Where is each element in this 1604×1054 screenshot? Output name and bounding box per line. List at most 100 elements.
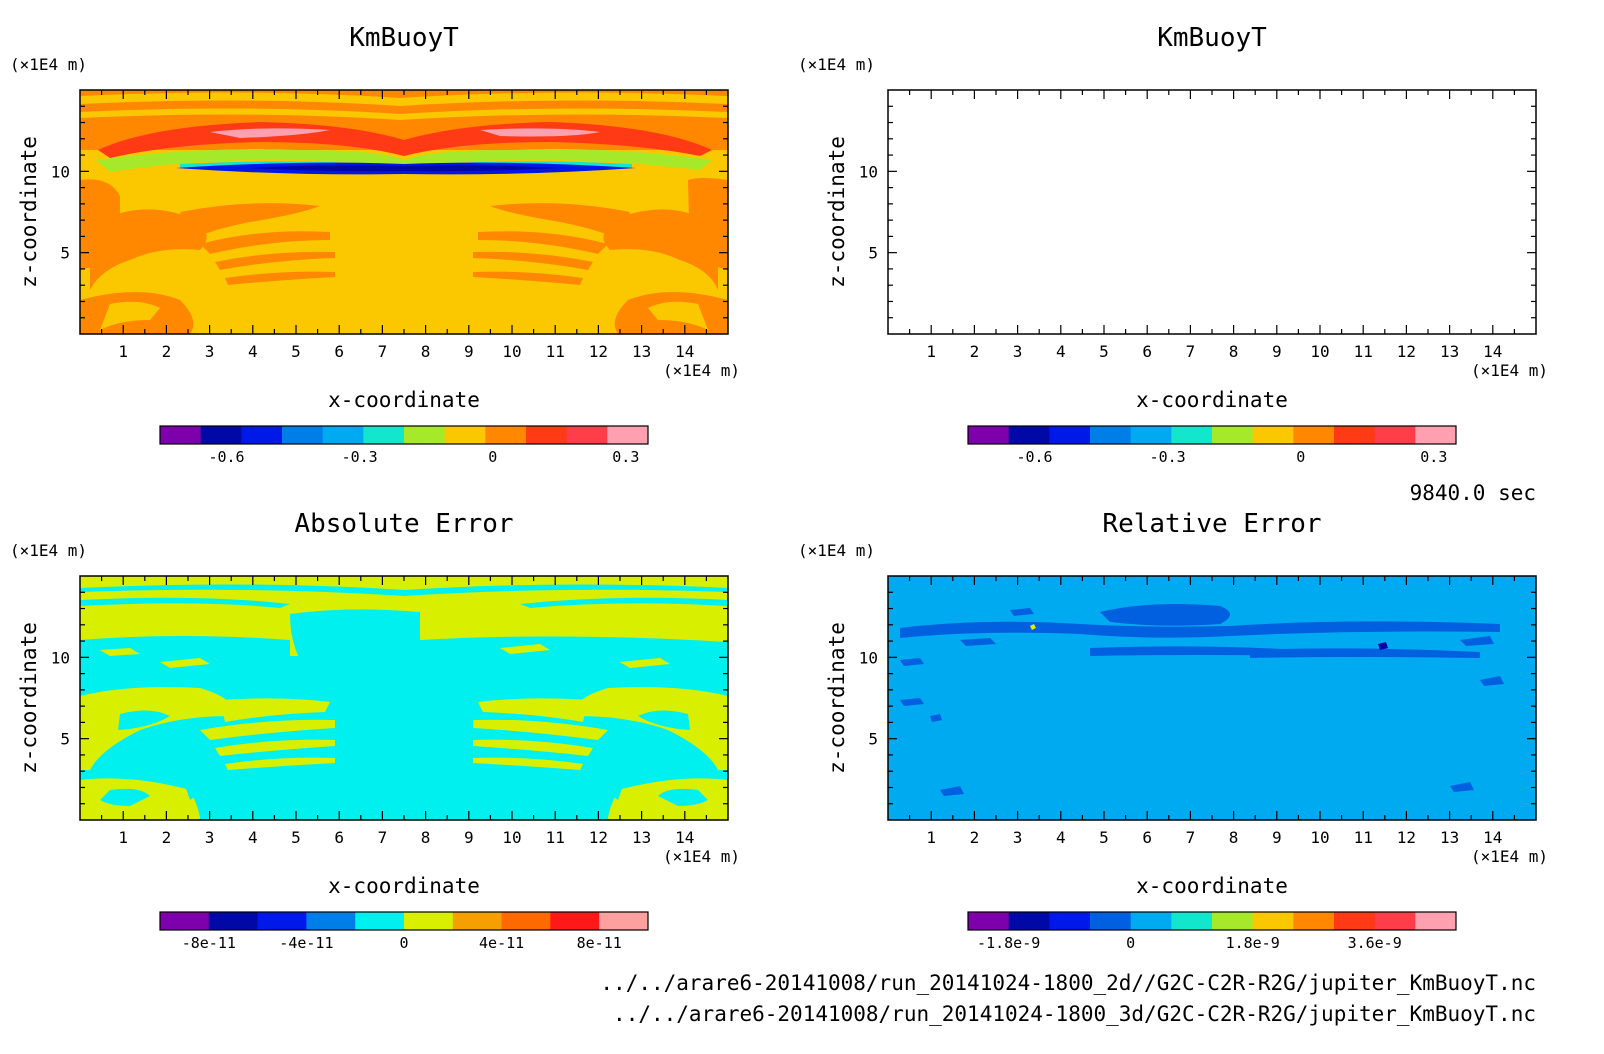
x-tick-label: 12 (1397, 828, 1416, 847)
colorbar-swatch (550, 912, 600, 930)
y-axis-label: z-coordinate (825, 136, 849, 288)
colorbar-swatch (607, 426, 649, 444)
x-tick-label: 13 (1440, 342, 1459, 361)
y-unit-label: (×1E4 m) (798, 55, 875, 74)
colorbar-swatch (306, 912, 356, 930)
colorbar-frame (967, 911, 1457, 931)
panel-kmbuoyt-right: KmBuoyT (×1E4 m) (798, 23, 1548, 466)
x-tick-label: 5 (1099, 828, 1109, 847)
x-tick-label: 13 (1440, 828, 1459, 847)
colorbar-swatch (1334, 426, 1376, 444)
colorbar-swatch (501, 912, 551, 930)
colorbar: -0.6 -0.3 0 0.3 (159, 425, 649, 466)
colorbar-swatch (1130, 426, 1172, 444)
colorbar-tick-label: 0.3 (1420, 448, 1447, 466)
panel-title: Absolute Error (294, 509, 513, 539)
y-tick-label: 10 (859, 162, 878, 181)
x-tick-label: 4 (1056, 828, 1066, 847)
x-tick-label: 9 (464, 342, 474, 361)
panel-absolute-error: Absolute Error (×1E4 m) (10, 509, 740, 952)
x-tick-label: 12 (589, 342, 608, 361)
colorbar-swatch (208, 912, 259, 930)
colorbar-swatch (322, 426, 364, 444)
x-tick-label: 11 (546, 342, 565, 361)
x-tick-label: 5 (1099, 342, 1109, 361)
x-tick-label: 9 (1272, 828, 1282, 847)
x-tick-label: 12 (1397, 342, 1416, 361)
contour-field (888, 90, 1536, 334)
colorbar-swatch (1212, 912, 1254, 930)
x-tick-label: 8 (1229, 828, 1239, 847)
colorbar-swatch (404, 912, 454, 930)
y-unit-label: (×1E4 m) (798, 541, 875, 560)
colorbar-swatch (160, 426, 202, 444)
colorbar: -8e-11 -4e-11 0 4e-11 8e-11 (159, 911, 649, 952)
y-tick-label: 5 (868, 730, 878, 749)
x-tick-label: 3 (205, 342, 215, 361)
colorbar-tick-label: 4e-11 (479, 934, 524, 952)
x-tick-label: 8 (421, 828, 431, 847)
x-tick-label: 10 (1310, 828, 1329, 847)
contour-field (80, 576, 728, 820)
y-tick-label: 5 (60, 244, 70, 263)
colorbar-tick-label: -1.8e-9 (977, 934, 1040, 952)
colorbar-tick-label: -8e-11 (182, 934, 236, 952)
colorbar-tick-label: -0.3 (342, 448, 378, 466)
colorbar-tick-label: 1.8e-9 (1226, 934, 1280, 952)
x-tick-label: 10 (502, 342, 521, 361)
colorbar-swatch (968, 912, 1010, 930)
x-tick-label: 6 (334, 342, 344, 361)
x-unit-label: (×1E4 m) (663, 847, 740, 866)
colorbar-tick-label: -0.6 (208, 448, 244, 466)
x-unit-label: (×1E4 m) (1471, 361, 1548, 380)
colorbar-tick-label: -4e-11 (279, 934, 333, 952)
colorbar-swatch (355, 912, 405, 930)
contour-field (888, 576, 1536, 820)
x-tick-label: 1 (926, 828, 936, 847)
x-tick-label: 1 (926, 342, 936, 361)
colorbar-tick-label: 0 (399, 934, 408, 952)
x-tick-label: 1 (118, 342, 128, 361)
x-tick-label: 13 (632, 828, 651, 847)
x-tick-label: 10 (1310, 342, 1329, 361)
x-tick-label: 3 (1013, 828, 1023, 847)
x-axis-label: x-coordinate (1136, 874, 1288, 898)
colorbar-swatch (1171, 912, 1213, 930)
x-tick-label: 14 (675, 342, 694, 361)
colorbar-swatch (1293, 912, 1335, 930)
y-axis-label: z-coordinate (17, 622, 41, 774)
colorbar-tick-label: 3.6e-9 (1348, 934, 1402, 952)
colorbar-tick-label: 0 (488, 448, 497, 466)
x-tick-label: 1 (118, 828, 128, 847)
x-tick-label: 9 (464, 828, 474, 847)
colorbar-swatch (1334, 912, 1376, 930)
y-tick-label: 10 (51, 162, 70, 181)
colorbar-swatch (160, 912, 210, 930)
x-tick-label: 10 (502, 828, 521, 847)
colorbar-tick-label: 0 (1296, 448, 1305, 466)
colorbar-swatch (526, 426, 568, 444)
x-tick-label: 6 (1142, 828, 1152, 847)
colorbar-tick-label: -0.3 (1150, 448, 1186, 466)
colorbar-swatch (1293, 426, 1335, 444)
panel-relative-error: Relative Error (×1E4 m) 1 2 3 4 5 6 7 8 9 10 11 12 1… (798, 509, 1548, 952)
colorbar-swatch (241, 426, 283, 444)
colorbar-swatch (1415, 912, 1457, 930)
colorbar-swatch (1212, 426, 1254, 444)
plot-frame (887, 89, 1537, 335)
x-axis-label: x-coordinate (328, 388, 480, 412)
colorbar-swatch (1252, 912, 1294, 930)
x-tick-label: 7 (378, 342, 388, 361)
x-tick-label: 3 (1013, 342, 1023, 361)
x-tick-label: 5 (291, 342, 301, 361)
x-tick-label: 12 (589, 828, 608, 847)
x-unit-label: (×1E4 m) (663, 361, 740, 380)
panel-title: KmBuoyT (1157, 23, 1267, 53)
y-tick-label: 10 (51, 648, 70, 667)
contour-field (80, 90, 728, 334)
colorbar-frame (967, 425, 1457, 445)
